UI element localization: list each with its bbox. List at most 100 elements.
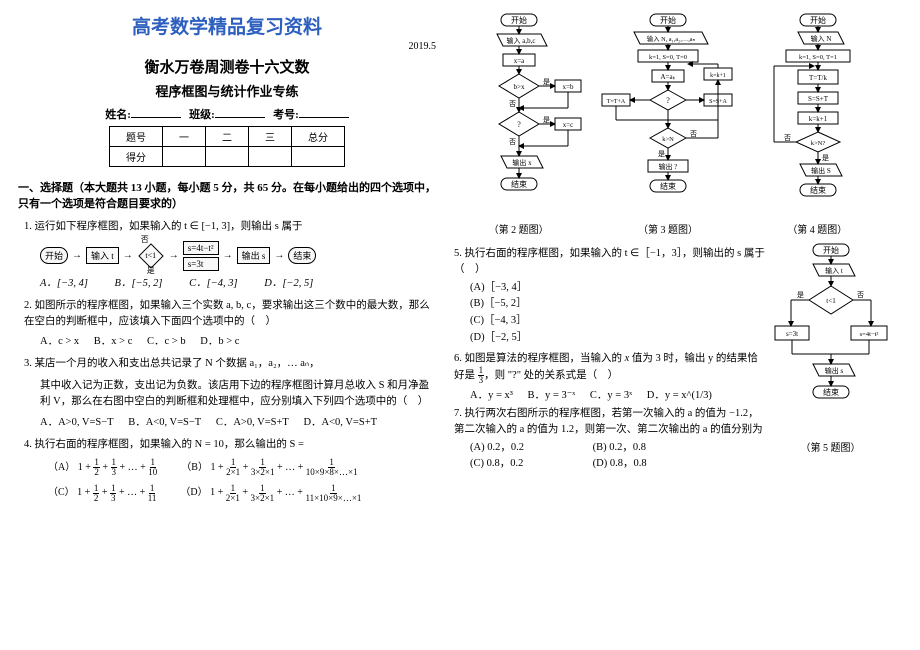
q4-text: 4. 执行右面的程序框图，如果输入的 N = 10，那么输出的 S = <box>24 437 436 453</box>
q1-opt-a: A．[−3, 4] <box>40 275 88 290</box>
svg-text:结束: 结束 <box>511 179 527 189</box>
q4-opt-b: （B） 1 + 12×1 + 13×2×1 + … + 110×9×8×…×1 <box>181 458 357 477</box>
q7-opt-c: (C) 0.8，0.2 <box>470 456 590 472</box>
q4-opt-c: （C） 1 + 12 + 13 + … + 111 <box>48 483 156 502</box>
svg-text:k=1, S=0, T=0: k=1, S=0, T=0 <box>650 54 688 61</box>
svg-text:结束: 结束 <box>823 387 839 397</box>
svg-text:k=k+1: k=k+1 <box>809 115 828 123</box>
svg-text:开始: 开始 <box>660 15 676 25</box>
svg-text:t<1: t<1 <box>826 297 836 305</box>
svg-text:T=T+A: T=T+A <box>607 99 626 105</box>
info-row: 姓名: 班级: 考号: <box>18 106 436 122</box>
svg-text:是: 是 <box>822 154 829 162</box>
q1-text: 1. 运行如下程序框图，如果输入的 t ∈ [−1, 3]，则输出 s 属于 <box>24 219 436 235</box>
q4-row2: （C） 1 + 12 + 13 + … + 111 （D） 1 + 12×1 +… <box>48 483 436 502</box>
fc4-caption: （第 4 题图） <box>787 221 847 236</box>
svg-text:否: 否 <box>784 134 791 142</box>
q6-opt-b: B．y = 3⁻ˣ <box>528 387 576 402</box>
name-label: 姓名: <box>105 109 131 121</box>
q5-text: 5. 执行右面的程序框图，如果输入的 t ∈［−1，3］，则输出的 s 属于（ … <box>454 246 767 278</box>
score-table: 题号 一 二 三 总分 得分 <box>109 126 345 167</box>
q2-opt-d: D．b > c <box>200 333 239 348</box>
exam-label: 考号: <box>273 109 299 121</box>
q1-opt-b: B．[−5, 2] <box>115 275 163 290</box>
q3-opt-d: D．A<0, V=S+T <box>303 414 377 429</box>
q1-cond: t<1 <box>137 246 165 266</box>
q6-text: 6. 如图是算法的程序框图，当输入的 x 值为 3 时，输出 y 的结果恰好是 … <box>454 351 767 386</box>
flowchart-2: 开始 输入 a,b,c x=a b>x 是 x=b 否 ? 是 x=c 否 <box>449 12 589 236</box>
svg-text:开始: 开始 <box>823 245 839 255</box>
svg-text:是: 是 <box>797 291 804 299</box>
q2-opt-a: A．c > x <box>40 333 79 348</box>
svg-text:输出 x: 输出 x <box>513 158 533 167</box>
q4-opt-d: （D） 1 + 12×1 + 13×2×1 + … + 111×10×9×…×1 <box>180 483 361 502</box>
q6-opt-d: D．y = x^(1/3) <box>647 387 712 402</box>
q1-input: 输入 t <box>86 247 119 264</box>
q6-opt-a: A．y = x³ <box>470 387 513 402</box>
fc3-caption: （第 3 题图） <box>638 221 698 236</box>
q6-opt-c: C．y = 3ˣ <box>590 387 632 402</box>
q7-text: 7. 执行两次右图所示的程序框图，若第一次输入的 a 的值为 −1.2，第二次输… <box>454 406 767 438</box>
svg-text:是: 是 <box>658 150 665 158</box>
svg-text:否: 否 <box>509 100 516 108</box>
section-1-header: 一、选择题（本大题共 13 小题，每小题 5 分，共 65 分。在每小题给出的四… <box>18 179 436 211</box>
fc2-caption: （第 2 题图） <box>489 221 549 236</box>
q2-opt-b: B．x > c <box>94 333 133 348</box>
q1-no: 否 <box>141 234 149 245</box>
svg-text:结束: 结束 <box>810 185 826 195</box>
svg-text:S=S+T: S=S+T <box>808 95 829 103</box>
left-column: 高考数学精品复习资料 2019.5 衡水万卷周测卷十六文数 程序框图与统计作业专… <box>18 12 448 638</box>
svg-text:输出 ?: 输出 ? <box>659 162 678 171</box>
svg-text:x=c: x=c <box>563 121 574 129</box>
th-3: 三 <box>249 127 292 147</box>
q7-opt-d: (D) 0.8，0.8 <box>593 458 647 469</box>
svg-text:k>N: k>N <box>663 136 675 143</box>
td-0: 得分 <box>110 147 163 167</box>
svg-text:?: ? <box>667 96 671 105</box>
arrow-icon: → <box>123 250 133 261</box>
arrow-icon: → <box>169 250 179 261</box>
svg-text:是: 是 <box>543 116 550 124</box>
svg-text:x=b: x=b <box>563 83 574 91</box>
svg-text:k>N?: k>N? <box>811 140 826 147</box>
fc5-caption: （第 5 题图） <box>773 439 888 454</box>
fc3-svg: 开始 输入 N, a₁,a₂,…,aₙ k=1, S=0, T=0 A=aₖ ?… <box>600 12 735 217</box>
q5-options: (A)［−3, 4］ (B)［−5, 2］ (C)［−4, 3］ (D)［−2,… <box>470 280 767 347</box>
svg-text:s=4t−t²: s=4t−t² <box>860 331 879 338</box>
fc4-svg: 开始 输入 N k=1, S=0, T=1 T=T/k S=S+T k=k+1 … <box>750 12 885 217</box>
svg-text:输入 t: 输入 t <box>825 266 843 275</box>
svg-text:k=k+1: k=k+1 <box>711 73 727 79</box>
svg-text:是: 是 <box>543 78 550 86</box>
th-1: 一 <box>163 127 206 147</box>
q5-opt-c: (C)［−4, 3］ <box>470 313 767 330</box>
q7-opt-a: (A) 0.2，0.2 <box>470 440 590 456</box>
svg-text:开始: 开始 <box>511 15 527 25</box>
q7-options: (A) 0.2，0.2 (B) 0.2，0.8 (C) 0.8，0.2 (D) … <box>470 440 767 472</box>
q5-opt-b: (B)［−5, 2］ <box>470 296 767 313</box>
q3-opt-a: A．A>0, V=S−T <box>40 414 114 429</box>
svg-text:A=aₖ: A=aₖ <box>661 73 676 81</box>
q5-q7-wrap: 5. 执行右面的程序框图，如果输入的 t ∈［−1，3］，则输出的 s 属于（ … <box>448 242 888 471</box>
th-2: 二 <box>206 127 249 147</box>
q2-opt-c: C．c > b <box>147 333 186 348</box>
q5-opt-a: (A)［−3, 4］ <box>470 280 767 297</box>
svg-text:输入 N: 输入 N <box>810 34 831 43</box>
svg-text:x=a: x=a <box>514 57 525 65</box>
q1-flowchart: 开始 → 输入 t → 否 t<1 是 → s=4t−t² s=3t → 输出 … <box>40 241 436 271</box>
th-4: 总分 <box>292 127 345 147</box>
svg-text:s=3t: s=3t <box>786 330 798 338</box>
q3-options: A．A>0, V=S−T B．A<0, V=S−T C．A>0, V=S+T D… <box>40 414 436 429</box>
svg-text:结束: 结束 <box>660 181 676 191</box>
q1-s1: s=4t−t² <box>183 241 219 255</box>
arrow-icon: → <box>274 250 284 261</box>
q1-s2: s=3t <box>183 257 219 271</box>
q4-row1: （A） 1 + 12 + 13 + … + 110 （B） 1 + 12×1 +… <box>48 458 436 477</box>
q3-opt-b: B．A<0, V=S−T <box>128 414 201 429</box>
flowchart-4: 开始 输入 N k=1, S=0, T=1 T=T/k S=S+T k=k+1 … <box>747 12 887 236</box>
q1-opt-d: D．[−2, 5] <box>264 275 313 290</box>
q3-opt-c: C．A>0, V=S+T <box>216 414 289 429</box>
svg-text:b>x: b>x <box>514 83 525 91</box>
flowchart-3: 开始 输入 N, a₁,a₂,…,aₙ k=1, S=0, T=0 A=aₖ ?… <box>598 12 738 236</box>
subtitle: 衡水万卷周测卷十六文数 <box>18 56 436 77</box>
q1-yes: 是 <box>147 265 155 276</box>
